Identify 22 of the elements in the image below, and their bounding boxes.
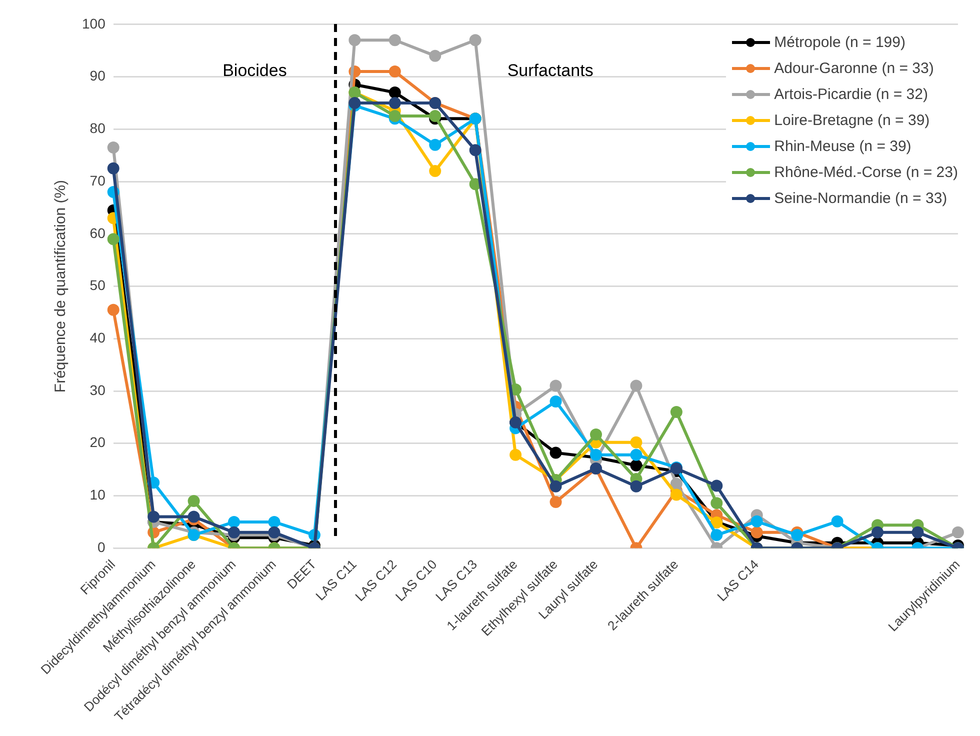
y-tick-label: 0 bbox=[98, 538, 106, 555]
y-tick-label: 80 bbox=[90, 120, 106, 136]
y-axis-title: Fréquence de quantification (%) bbox=[52, 180, 70, 393]
annotation: Biocides bbox=[222, 61, 287, 80]
legend-label: Artois-Picardie (n = 32) bbox=[774, 85, 928, 105]
y-tick-label: 30 bbox=[90, 382, 106, 398]
y-tick-label: 70 bbox=[90, 172, 106, 188]
y-tick-label: 10 bbox=[90, 486, 106, 503]
x-tick-label: LAS C14 bbox=[714, 556, 762, 604]
y-tick-label: 90 bbox=[90, 68, 106, 84]
y-tick-label: 50 bbox=[90, 277, 106, 294]
legend-label: Rhône-Méd.-Corse (n = 23) bbox=[774, 163, 958, 183]
y-tick-label: 100 bbox=[82, 15, 106, 32]
annotation: Surfactants bbox=[507, 61, 594, 80]
legend-label: Seine-Normandie (n = 33) bbox=[774, 189, 948, 209]
y-tick-label: 40 bbox=[90, 329, 106, 346]
y-tick-label: 20 bbox=[90, 434, 106, 450]
legend-label: Adour-Garonne (n = 33) bbox=[774, 59, 934, 79]
legend-label: Métropole (n = 199) bbox=[774, 33, 906, 53]
y-tick-label: 60 bbox=[90, 224, 106, 241]
legend-label: Loire-Bretagne (n = 39) bbox=[774, 111, 930, 131]
legend-label: Rhin-Meuse (n = 39) bbox=[774, 137, 912, 157]
